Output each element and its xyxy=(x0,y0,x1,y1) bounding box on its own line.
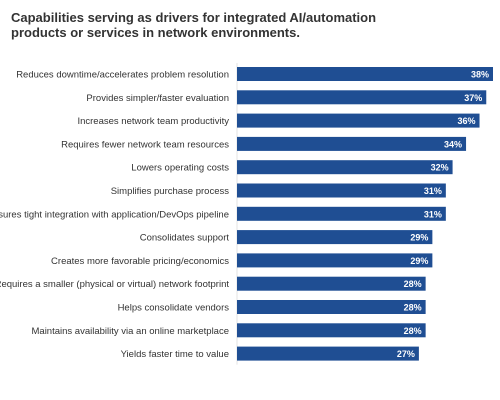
bar xyxy=(237,183,446,198)
category-label: Provides simpler/faster evaluation xyxy=(86,93,229,104)
category-label: Consolidates support xyxy=(140,233,230,244)
category-label: Maintains availability via an online mar… xyxy=(32,326,230,337)
bar xyxy=(237,67,493,81)
data-label: 27% xyxy=(397,349,415,359)
category-label: Requires a smaller (physical or virtual)… xyxy=(0,279,229,290)
category-label: Lowers operating costs xyxy=(131,163,229,174)
data-label: 36% xyxy=(458,116,476,126)
category-label: Simplifies purchase process xyxy=(111,186,230,197)
bar xyxy=(237,136,467,151)
bar xyxy=(237,346,419,361)
category-label: Yields faster time to value xyxy=(121,349,229,360)
bar xyxy=(237,276,426,291)
category-label: Increases network team productivity xyxy=(77,116,229,127)
data-label: 28% xyxy=(404,326,422,336)
data-label: 38% xyxy=(471,70,489,80)
bar xyxy=(237,160,453,175)
category-label: Ensures tight integration with applicati… xyxy=(0,209,229,220)
bar xyxy=(237,323,426,338)
data-label: 28% xyxy=(404,303,422,313)
data-label: 31% xyxy=(424,186,442,196)
category-label: Reduces downtime/accelerates problem res… xyxy=(16,70,229,81)
data-label: 37% xyxy=(464,93,482,103)
data-label: 29% xyxy=(410,256,428,266)
chart-title: Capabilities serving as drivers for inte… xyxy=(11,10,377,40)
category-label: Creates more favorable pricing/economics xyxy=(51,256,229,267)
bar xyxy=(237,90,487,105)
data-label: 34% xyxy=(444,139,462,149)
bar xyxy=(237,253,433,268)
data-label: 28% xyxy=(404,279,422,289)
data-label: 32% xyxy=(431,163,449,173)
category-label: Helps consolidate vendors xyxy=(118,303,230,314)
bar xyxy=(237,113,480,128)
bar xyxy=(237,300,426,314)
data-label: 31% xyxy=(424,209,442,219)
bar xyxy=(237,206,446,221)
bar xyxy=(237,230,433,245)
data-label: 29% xyxy=(410,233,428,243)
category-label: Requires fewer network team resources xyxy=(61,139,229,150)
